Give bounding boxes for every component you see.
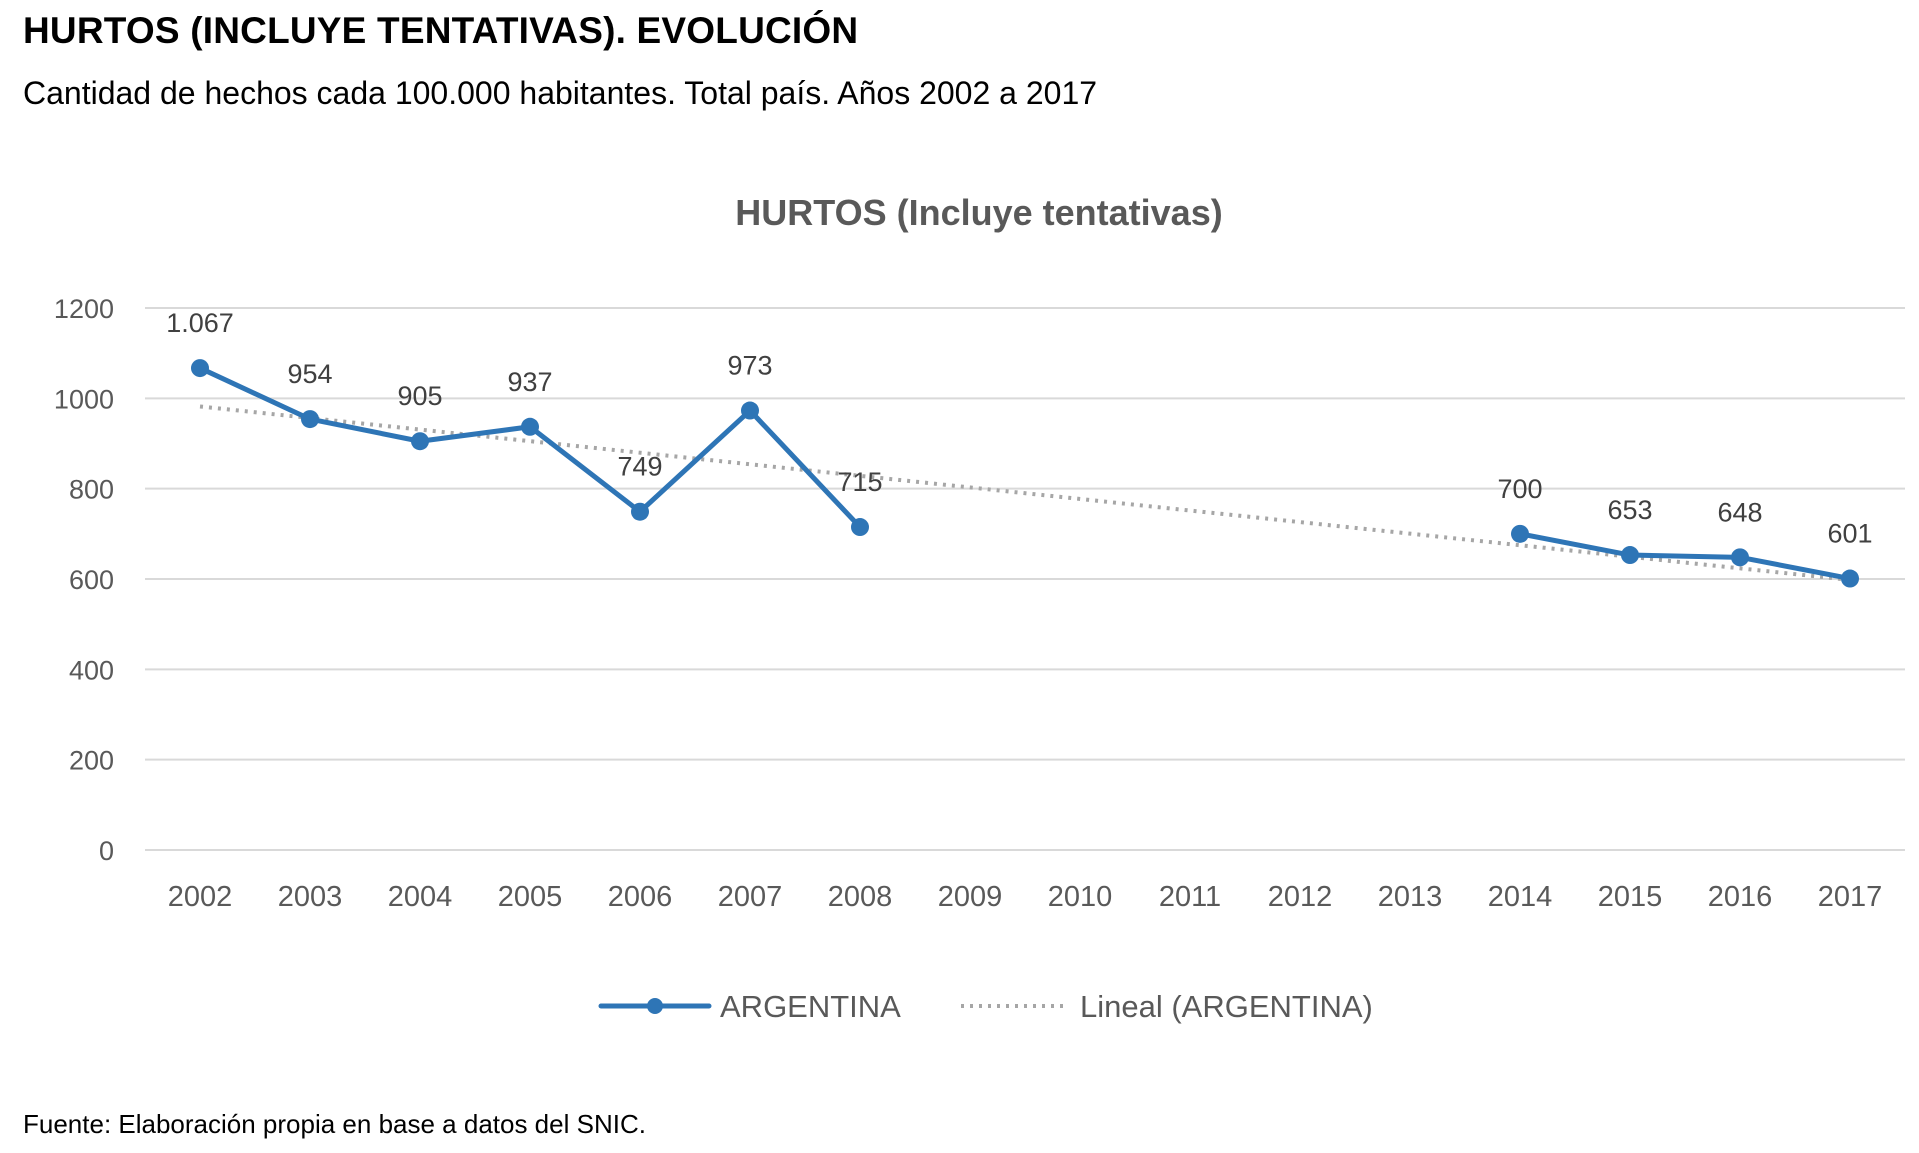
data-point (521, 417, 539, 436)
data-point (741, 401, 759, 420)
x-tick-label: 2010 (1048, 881, 1113, 913)
series-line (1517, 531, 1853, 582)
data-label: 700 (1497, 474, 1542, 504)
legend-series-label: ARGENTINA (720, 989, 901, 1024)
chart-title: HURTOS (Incluye tentativas) (735, 192, 1222, 233)
x-tick-label: 2002 (168, 881, 233, 913)
legend: ARGENTINA Lineal (ARGENTINA) (598, 989, 1373, 1024)
y-tick-label: 400 (69, 655, 114, 685)
data-labels: 1.067 954 905 937 749 973 715 700 653 648 601 (166, 308, 1872, 548)
page-title: HURTOS (INCLUYE TENTATIVAS). EVOLUCIÓN (23, 10, 859, 51)
source-note: Fuente: Elaboración propia en base a dat… (23, 1109, 646, 1139)
y-tick-label: 1000 (54, 384, 114, 414)
data-point (1841, 569, 1859, 588)
x-tick-label: 2015 (1598, 881, 1663, 913)
data-point (191, 359, 209, 378)
x-tick-label: 2007 (718, 881, 783, 913)
data-point (1621, 546, 1639, 565)
data-label: 1.067 (166, 308, 234, 338)
x-tick-label: 2004 (388, 881, 453, 913)
data-label: 973 (727, 351, 772, 381)
x-tick-label: 2008 (828, 881, 893, 913)
x-tick-label: 2011 (1159, 881, 1221, 913)
data-point (851, 518, 869, 537)
data-point (631, 502, 649, 521)
trendline (199, 404, 1851, 582)
y-axis-tick-labels: 0 200 400 600 800 1000 1200 (54, 294, 114, 866)
series-lines (197, 365, 1853, 582)
y-tick-label: 200 (69, 746, 114, 776)
data-label: 601 (1827, 519, 1872, 549)
x-tick-label: 2012 (1268, 881, 1333, 913)
x-tick-label: 2014 (1488, 881, 1553, 913)
data-label: 749 (617, 452, 662, 482)
data-label: 653 (1607, 495, 1652, 525)
y-tick-label: 0 (99, 836, 114, 866)
x-tick-label: 2013 (1378, 881, 1443, 913)
x-tick-label: 2016 (1708, 881, 1773, 913)
y-tick-label: 800 (69, 475, 114, 505)
x-tick-label: 2005 (498, 881, 563, 913)
data-label: 905 (397, 381, 442, 411)
x-axis-tick-labels: 2002 2003 2004 2005 2006 2007 2008 2009 2010 2011… (168, 881, 1883, 913)
data-point (411, 432, 429, 451)
x-tick-label: 2009 (938, 881, 1003, 913)
gridlines (145, 307, 1905, 851)
data-point (1511, 524, 1529, 543)
trendline-path (199, 404, 1851, 582)
page-subtitle: Cantidad de hechos cada 100.000 habitant… (23, 75, 1098, 111)
x-tick-label: 2003 (278, 881, 343, 913)
x-tick-label: 2006 (608, 881, 673, 913)
data-label: 715 (837, 467, 882, 497)
data-point (1731, 548, 1749, 567)
data-label: 954 (287, 359, 332, 389)
y-tick-label: 600 (69, 565, 114, 595)
data-label: 648 (1717, 497, 1762, 527)
legend-trendline-label: Lineal (ARGENTINA) (1080, 989, 1373, 1024)
x-tick-label: 2017 (1818, 881, 1883, 913)
data-point (301, 410, 319, 429)
data-label: 937 (507, 367, 552, 397)
series-markers (191, 359, 1859, 588)
legend-series-marker-icon (647, 998, 663, 1014)
y-tick-label: 1200 (54, 294, 114, 324)
